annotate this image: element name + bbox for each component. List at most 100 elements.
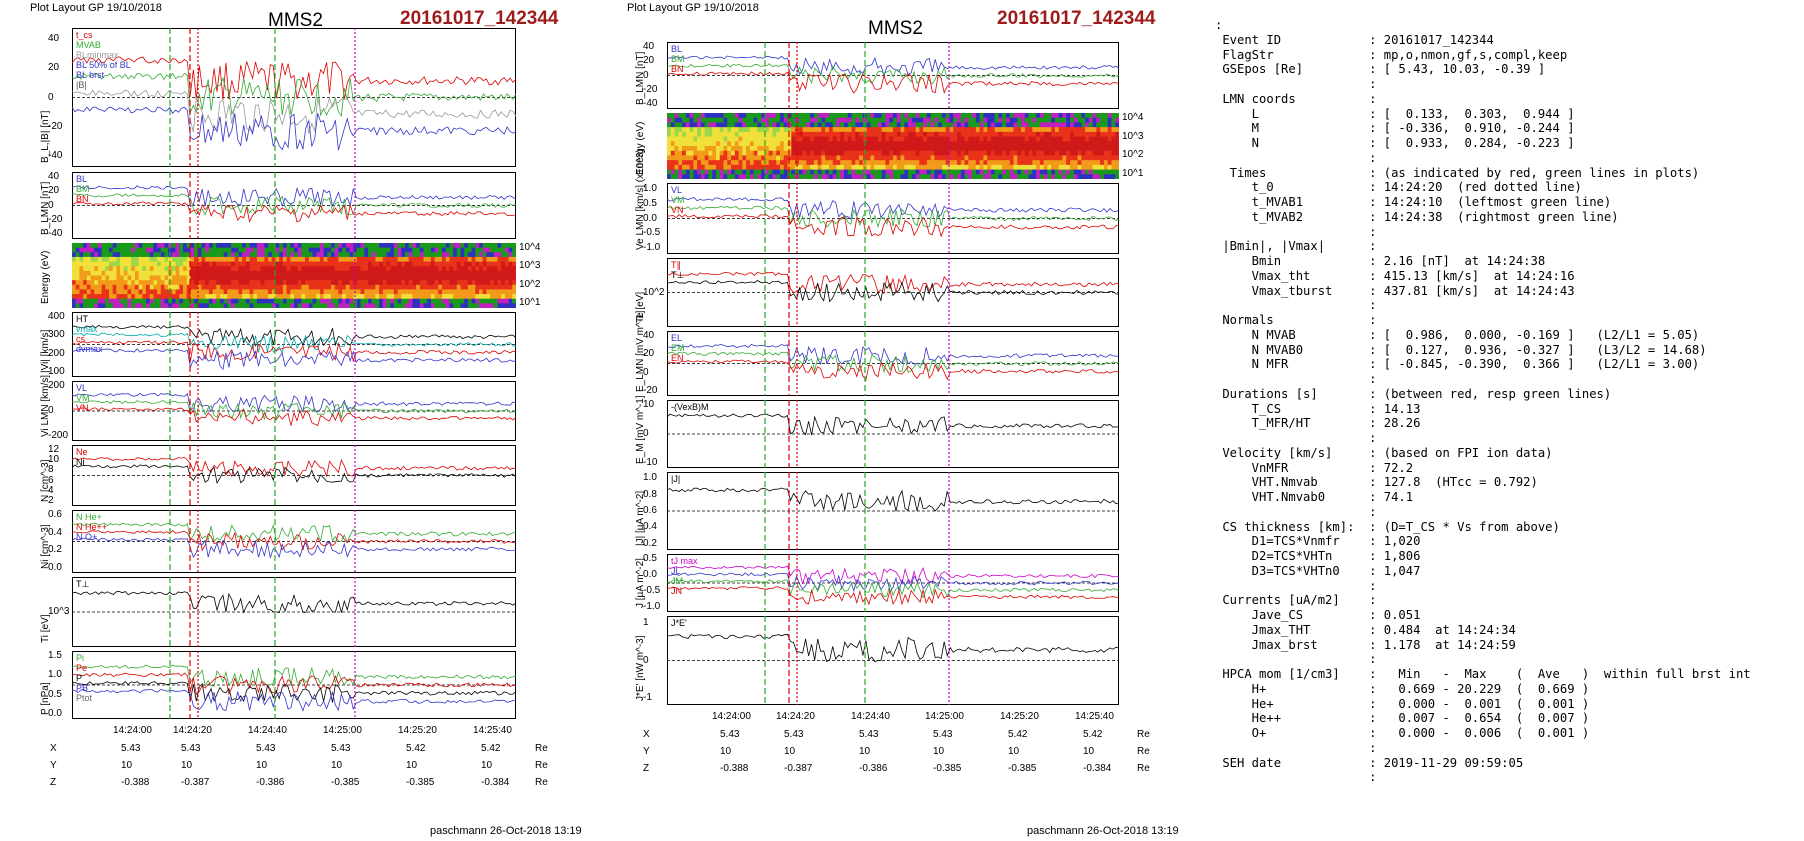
spectrogram-cell [983,122,988,128]
spectrogram-cell [127,284,132,290]
spectrogram-cell [342,247,347,253]
spectrogram-cell [896,136,902,142]
series-line [72,464,516,485]
spectrogram-cell [282,243,288,249]
spectrogram-cell [279,243,284,249]
spectrogram-cell [1051,164,1056,171]
spectrogram-cell [197,289,202,295]
spectrogram-cell [164,294,169,300]
spectrogram-cell [279,303,284,308]
spectrogram-cell [674,164,679,171]
series-line [667,413,1119,436]
spectrogram-cell [301,294,306,300]
spectrogram-cell [371,252,376,258]
spectrogram-cell [238,294,243,300]
spectrogram-cell [234,303,239,308]
spectrogram-cell [753,174,758,179]
spectrogram-cell [923,141,928,147]
spectrogram-cell [438,252,443,258]
series-line [667,71,1119,94]
spectrogram-cell [731,122,736,128]
spectrogram-cell [234,284,239,290]
spectrogram-cell [482,275,487,281]
spectrogram-cell [345,270,350,276]
spectrogram-cell [368,261,373,267]
spectrogram-cell [802,150,807,156]
spectrogram-cell [1058,136,1063,142]
spectrogram-cell [183,243,188,249]
spectrogram-cell [301,256,306,263]
spectrogram-cell [1077,164,1082,171]
spectrogram-cell [205,294,210,300]
spectrogram-cell [1006,141,1011,147]
spectrogram-cell [345,289,350,295]
spectrogram-cell [183,280,188,286]
spectrogram-cell [345,275,350,281]
spectrogram-cell [742,141,747,147]
spectrogram-cell [171,303,177,308]
spectrogram-cell [941,113,947,119]
spectrogram-cell [334,294,339,300]
spectrogram-cell [305,252,310,258]
spectrogram-cell [1062,136,1067,142]
spectrogram-cell [1036,127,1041,133]
spectrogram-cell [257,298,262,304]
spectrogram-cell [349,298,354,304]
spectrogram-cell [708,127,713,133]
spectrogram-cell [960,150,966,156]
spectrogram-cell [449,252,454,258]
spectrogram-cell [1085,131,1090,138]
spectrogram-cell [279,284,284,290]
spectrogram-cell [101,284,106,290]
y-tick-label: 0.4 [48,526,62,538]
spectrogram-cell [294,252,299,258]
spectrogram-cell [416,252,421,258]
legend-entry: BN [76,194,89,204]
spectrogram-cell [123,284,128,290]
spectrogram-cell [475,294,480,300]
spectrogram-cell [194,247,199,253]
spectrogram-cell [1081,141,1086,147]
spectrogram-cell [479,298,484,304]
spectrogram-cell [160,303,165,308]
spectrogram-cell [738,136,743,142]
spectrogram-cell [197,252,202,258]
spectrogram-cell [749,131,755,138]
spectrogram-cell [445,284,450,290]
spectrogram-cell [957,150,962,156]
spectrogram-cell [693,155,698,161]
spectrogram-cell [806,136,811,142]
spectrogram-cell [471,303,476,308]
spectrogram-cell [508,303,513,308]
spectrogram-cell [275,303,280,308]
spectrogram-cell [160,256,165,263]
spectrogram-cell [245,261,251,267]
spectrogram-cell [220,256,225,263]
spectrogram-cell [323,261,328,267]
spectrogram-cell [772,160,777,166]
spectrogram-cell [844,127,849,133]
spectrogram-cell [149,284,154,290]
spectrogram-cell [312,294,317,300]
spectrogram-cell [94,294,99,300]
series-line [667,351,1119,374]
spectrogram-cell [305,256,310,263]
spectrogram-cell [727,141,732,147]
spectrogram-cell [964,113,969,119]
spectrogram-cell [171,270,177,276]
spectrogram-cell [386,289,391,295]
spectrogram-cell [94,303,99,308]
spectrogram-cell [1039,169,1045,175]
spectrogram-cell [120,252,125,258]
spectrogram-cell [260,275,265,281]
legend-entry: N He+ [76,512,102,522]
spectrogram-cell [282,294,288,300]
spectrogram-cell [127,252,132,258]
spectrogram-cell [877,146,883,152]
spectrogram-cell [419,303,424,308]
spectrogram-cell [312,243,317,249]
spectrogram-cell [896,160,902,166]
spectrogram-cell [768,131,773,138]
spectrogram-cell [264,280,269,286]
spectrogram-cell [475,261,480,267]
